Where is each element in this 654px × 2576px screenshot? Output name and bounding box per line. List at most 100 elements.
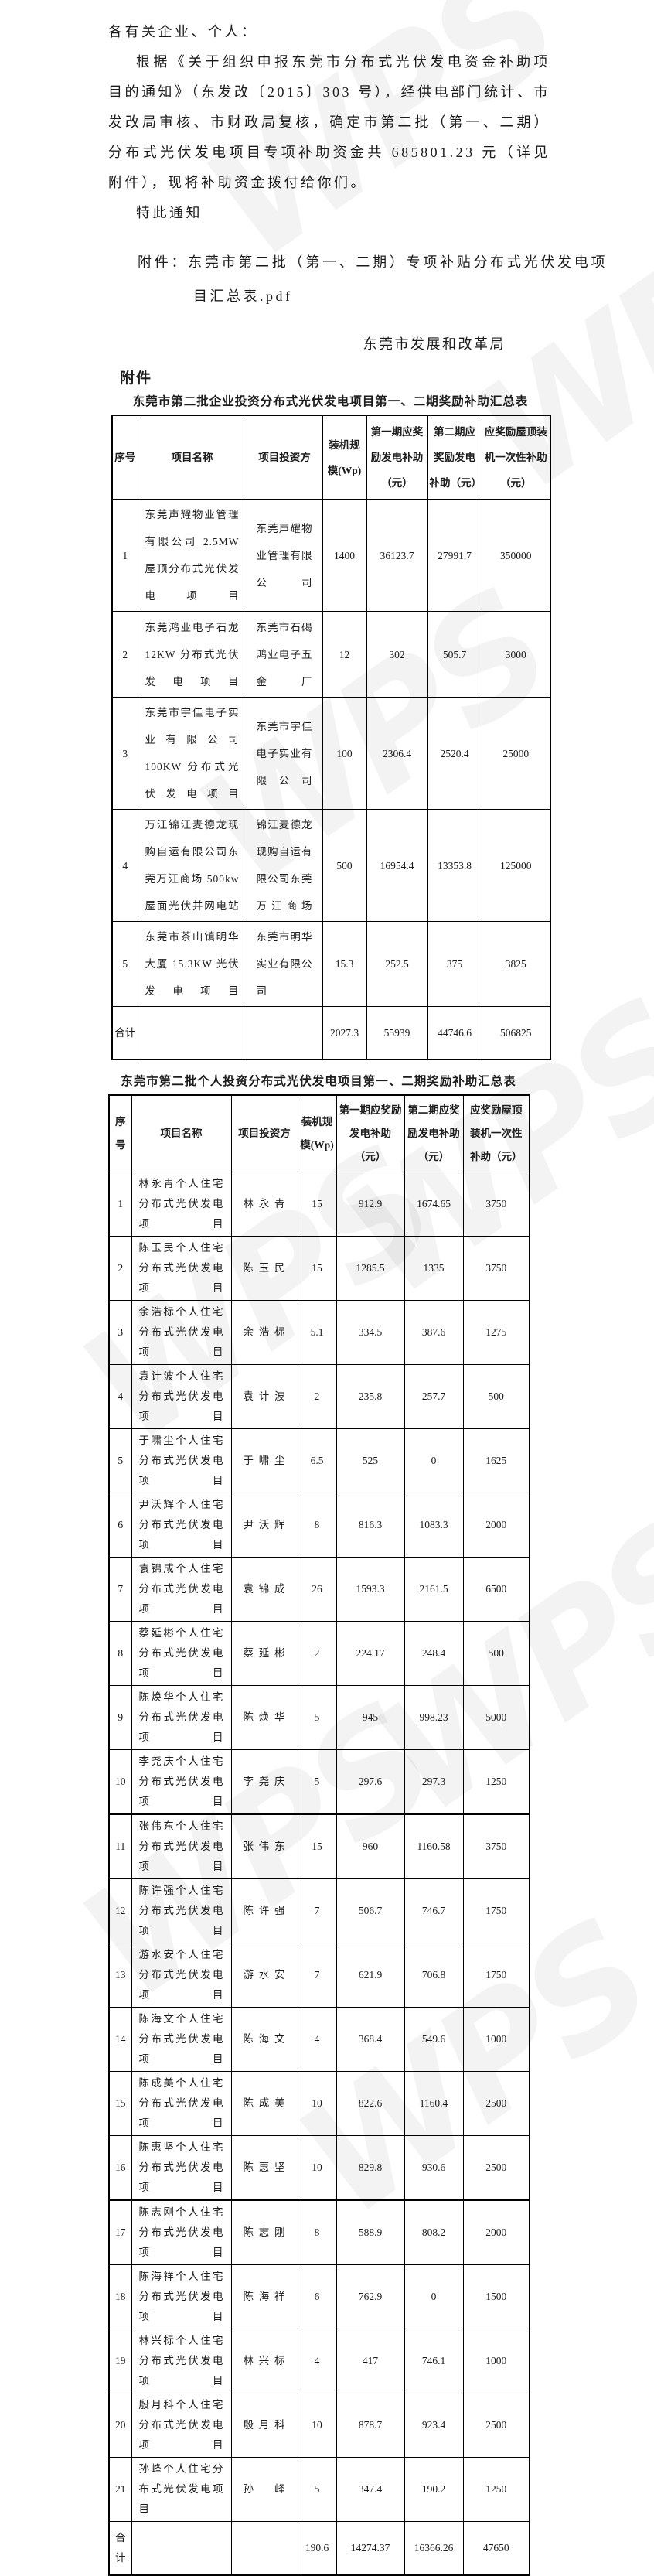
installed-capacity: 8 (298, 1493, 336, 1557)
column-header: 第一期应奖励发电补助（元） (336, 1095, 404, 1172)
row-number: 11 (109, 1814, 131, 1879)
project-name: 孙峰个人住宅分布式光伏发电项目 (131, 2457, 231, 2521)
row-number: 5 (109, 1428, 131, 1493)
investor: 陈许强 (231, 1878, 298, 1943)
project-name: 李尧庆个人住宅分布式光伏发电项目 (131, 1749, 231, 1814)
project-name: 陈志刚个人住宅分布式光伏发电项目 (131, 2200, 231, 2265)
phase1-subsidy: 334.5 (336, 1300, 404, 1364)
installed-capacity: 5 (298, 2457, 336, 2521)
phase2-subsidy: 1160.4 (404, 2071, 463, 2135)
installed-capacity: 6.5 (298, 1428, 336, 1493)
phase2-subsidy: 808.2 (404, 2200, 463, 2265)
total-value (131, 2521, 231, 2575)
phase1-subsidy: 252.5 (366, 922, 427, 1007)
total-value: 16366.26 (404, 2521, 463, 2575)
project-name: 陈玉民个人住宅分布式光伏发电项目 (131, 1236, 231, 1300)
one-time-subsidy: 1750 (463, 1943, 530, 2007)
one-time-subsidy: 5000 (463, 1685, 530, 1749)
row-number: 1 (109, 1172, 131, 1236)
investor: 余浩标 (231, 1300, 298, 1364)
phase2-subsidy: 375 (427, 922, 482, 1007)
installed-capacity: 12 (322, 612, 366, 698)
row-number: 16 (109, 2135, 131, 2200)
phase1-subsidy: 1593.3 (336, 1557, 404, 1621)
column-header: 装机规模(Wp) (322, 415, 366, 500)
phase1-subsidy: 297.6 (336, 1749, 404, 1814)
investor: 尹沃辉 (231, 1493, 298, 1557)
installed-capacity: 500 (322, 810, 366, 922)
installed-capacity: 1400 (322, 500, 366, 612)
installed-capacity: 10 (298, 2135, 336, 2200)
phase1-subsidy: 762.9 (336, 2264, 404, 2329)
project-name: 于啸尘个人住宅分布式光伏发电项目 (131, 1428, 231, 1493)
investor: 李尧庆 (231, 1749, 298, 1814)
phase2-subsidy: 0 (404, 1428, 463, 1493)
project-name: 林兴标个人住宅分布式光伏发电项目 (131, 2329, 231, 2393)
phase2-subsidy: 0 (404, 2264, 463, 2329)
phase2-subsidy: 13353.8 (427, 810, 482, 922)
phase1-subsidy: 816.3 (336, 1493, 404, 1557)
individual-table-title: 东莞市第二批个人投资分布式光伏发电项目第一、二期奖励补助汇总表 (108, 1072, 529, 1092)
project-name: 陈海祥个人住宅分布式光伏发电项目 (131, 2264, 231, 2329)
investor: 孙 峰 (231, 2457, 298, 2521)
row-number: 17 (109, 2200, 131, 2265)
phase2-subsidy: 1083.3 (404, 1493, 463, 1557)
project-name: 陈海文个人住宅分布式光伏发电项目 (131, 2007, 231, 2071)
attachment-link[interactable]: 附件：东莞市第二批（第一、二期）专项补贴分布式光伏发电项目汇总表.pdf (138, 245, 608, 313)
installed-capacity: 15 (298, 1814, 336, 1879)
installed-capacity: 7 (298, 1943, 336, 2007)
installed-capacity: 4 (298, 2329, 336, 2393)
phase2-subsidy: 248.4 (404, 1621, 463, 1685)
notice-paragraph: 根据《关于组织申报东莞市分布式光伏发电资金补助项目的通知》（东发改〔2015〕3… (108, 47, 550, 198)
investor: 袁锦成 (231, 1557, 298, 1621)
phase1-subsidy: 36123.7 (366, 500, 427, 612)
investor: 袁计波 (231, 1364, 298, 1428)
phase1-subsidy: 1285.5 (336, 1236, 404, 1300)
investor: 陈惠坚 (231, 2135, 298, 2200)
investor: 陈志刚 (231, 2200, 298, 2265)
phase1-subsidy: 16954.4 (366, 810, 427, 922)
project-name: 万江锦江麦德龙现购自运有限公司东莞万江商场 500kw 屋面光伏并网电站 (138, 810, 247, 922)
phase2-subsidy: 746.7 (404, 1878, 463, 1943)
phase1-subsidy: 878.7 (336, 2393, 404, 2457)
installed-capacity: 15 (298, 1236, 336, 1300)
phase2-subsidy: 297.3 (404, 1749, 463, 1814)
one-time-subsidy: 1250 (463, 1749, 530, 1814)
phase2-subsidy: 923.4 (404, 2393, 463, 2457)
project-name: 尹沃辉个人住宅分布式光伏发电项目 (131, 1493, 231, 1557)
row-number: 4 (112, 810, 138, 922)
one-time-subsidy: 6500 (463, 1557, 530, 1621)
one-time-subsidy: 3750 (463, 1172, 530, 1236)
phase1-subsidy: 368.4 (336, 2007, 404, 2071)
appendix-heading: 附件 (120, 367, 654, 391)
column-header: 第二期应奖励发电补助（元） (404, 1095, 463, 1172)
installed-capacity: 4 (298, 2007, 336, 2071)
project-name: 陈成美个人住宅分布式光伏发电项目 (131, 2071, 231, 2135)
installed-capacity: 2 (298, 1364, 336, 1428)
column-header: 应奖励屋顶装机一次性补助（元） (482, 415, 550, 500)
one-time-subsidy: 2500 (463, 2071, 530, 2135)
column-header: 项目投资方 (247, 415, 322, 500)
installed-capacity: 5 (298, 1685, 336, 1749)
phase1-subsidy: 945 (336, 1685, 404, 1749)
one-time-subsidy: 1250 (463, 2457, 530, 2521)
column-header: 装机规模(Wp) (298, 1095, 336, 1172)
total-value: 2027.3 (322, 1007, 366, 1059)
phase2-subsidy: 930.6 (404, 2135, 463, 2200)
